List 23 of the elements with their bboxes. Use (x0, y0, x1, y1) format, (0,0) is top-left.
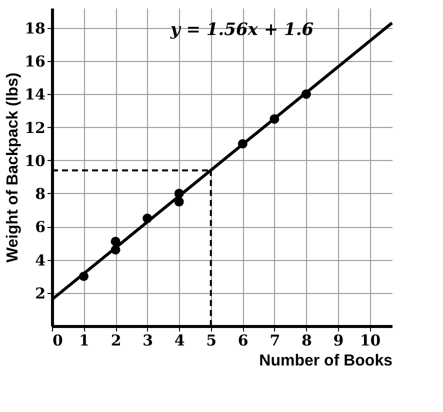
y-tick-label: 10 (24, 152, 46, 170)
y-tick-label: 12 (24, 118, 46, 137)
annotation: y = 1.56x + 1.6 (169, 20, 314, 40)
y-tick-label: 4 (35, 251, 46, 270)
y-tick-label: 8 (35, 185, 46, 203)
x-tick-label: 4 (174, 332, 185, 350)
x-tick-label: 1 (79, 332, 90, 350)
y-axis-title: Weight of Backpack (lbs) (4, 72, 22, 262)
y-tick-label: 2 (35, 284, 46, 302)
y-tick-label: 6 (35, 218, 46, 236)
y-tick-label: 16 (24, 52, 46, 70)
y-tick-label: 18 (24, 19, 46, 38)
x-tick-label: 2 (110, 332, 122, 350)
x-tick-label: 3 (142, 332, 154, 350)
x-tick-label: 6 (238, 332, 248, 350)
y-tick-label: 14 (24, 86, 46, 104)
x-tick-label: 5 (206, 332, 217, 350)
x-axis-title: Number of Books (259, 352, 393, 370)
x-tick-label: 7 (270, 332, 280, 350)
x-tick-label: 0 (52, 332, 63, 350)
x-tick-label: 8 (301, 332, 312, 350)
x-tick-label: 9 (333, 332, 344, 350)
x-tick-label: 10 (360, 332, 381, 350)
